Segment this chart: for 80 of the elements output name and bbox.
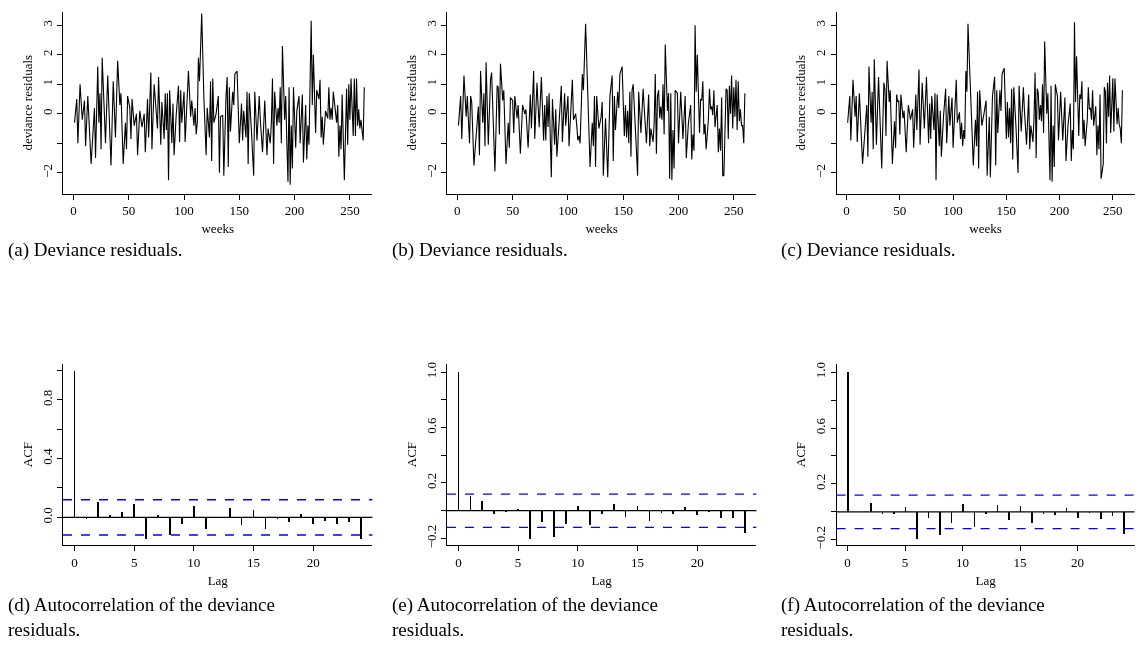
x-tick-label: 0 bbox=[454, 203, 461, 219]
y-axis-title: ACF bbox=[793, 441, 809, 468]
y-tick-label: 0.4 bbox=[39, 448, 55, 465]
x-tick-label: 200 bbox=[284, 203, 305, 219]
x-tick-label: 20 bbox=[690, 554, 704, 570]
x-tick-label: 20 bbox=[1071, 554, 1085, 570]
y-tick-label: 0.0 bbox=[39, 507, 55, 524]
x-tick-label: 15 bbox=[247, 554, 261, 570]
x-tick-label: 10 bbox=[187, 554, 201, 570]
x-tick-label: 10 bbox=[571, 554, 585, 570]
x-tick-label: 0 bbox=[844, 554, 851, 570]
y-tick-label: 3 bbox=[423, 20, 439, 27]
y-tick-label: 3 bbox=[39, 20, 55, 27]
text: (a) Deviance residuals. bbox=[8, 239, 183, 261]
x-tick-label: 250 bbox=[724, 203, 744, 219]
x-tick-label: 15 bbox=[630, 554, 644, 570]
y-tick-label: −0.2 bbox=[423, 524, 439, 549]
x-axis-title: weeks bbox=[201, 220, 234, 236]
x-tick-label: 0 bbox=[70, 203, 77, 219]
x-tick-label: 10 bbox=[956, 554, 970, 570]
y-axis-title: deviance residuals bbox=[793, 54, 809, 151]
x-tick-label: 150 bbox=[229, 203, 250, 219]
x-tick-label: 50 bbox=[893, 203, 907, 219]
x-tick-label: 100 bbox=[943, 203, 963, 219]
y-tick-label: 2 bbox=[423, 49, 439, 57]
y-tick-label: 0.8 bbox=[39, 389, 55, 406]
y-tick-label: 1 bbox=[39, 79, 55, 86]
x-tick-label: 250 bbox=[340, 203, 360, 219]
text: (c) Deviance residuals. bbox=[781, 239, 956, 261]
text: (e) Autocorrelation of the deviance residuals. bbox=[392, 594, 658, 640]
x-axis-title: weeks bbox=[585, 220, 618, 236]
x-axis-title: Lag bbox=[591, 572, 613, 588]
y-tick-label: 0.2 bbox=[423, 472, 439, 490]
x-tick-label: 50 bbox=[506, 203, 520, 219]
y-tick-label: 1.0 bbox=[813, 362, 829, 379]
x-axis-title: Lag bbox=[207, 572, 229, 588]
y-tick-label: 3 bbox=[813, 20, 829, 27]
y-tick-label: 1.0 bbox=[423, 362, 439, 379]
text: (f) Autocorrelation of the deviance residuals. bbox=[781, 594, 1045, 640]
x-axis-title: weeks bbox=[969, 220, 1002, 236]
y-axis-title: deviance residuals bbox=[403, 54, 419, 151]
x-tick-label: 0 bbox=[843, 203, 850, 219]
y-axis-title: ACF bbox=[19, 441, 35, 468]
x-tick-label: 200 bbox=[1049, 203, 1070, 219]
y-tick-label: 0.6 bbox=[813, 417, 829, 435]
x-tick-label: 150 bbox=[996, 203, 1017, 219]
line-series bbox=[457, 23, 746, 181]
y-tick-label: 0 bbox=[39, 108, 55, 116]
y-tick-label: 0.6 bbox=[423, 416, 439, 434]
y-tick-label: 0 bbox=[423, 108, 439, 116]
x-tick-label: 200 bbox=[668, 203, 689, 219]
x-tick-label: 5 bbox=[901, 554, 909, 570]
y-tick-label: 2 bbox=[39, 49, 55, 57]
x-tick-label: 5 bbox=[130, 554, 138, 570]
y-tick-label: 0.2 bbox=[813, 473, 829, 491]
line-series bbox=[847, 21, 1123, 183]
y-tick-label: −2 bbox=[39, 163, 55, 178]
y-tick-label: −0.2 bbox=[813, 525, 829, 550]
y-tick-label: 2 bbox=[813, 49, 829, 57]
x-tick-label: 250 bbox=[1103, 203, 1123, 219]
y-tick-label: 1 bbox=[423, 79, 439, 86]
text: (d) Autocorrelation of the deviance residuals. bbox=[8, 594, 275, 640]
x-tick-label: 0 bbox=[455, 554, 462, 570]
x-tick-label: 50 bbox=[122, 203, 136, 219]
y-axis-title: deviance residuals bbox=[19, 54, 35, 151]
x-tick-label: 150 bbox=[613, 203, 633, 219]
x-tick-label: 100 bbox=[558, 203, 578, 219]
y-tick-label: −2 bbox=[423, 163, 439, 178]
y-tick-label: 1 bbox=[813, 79, 829, 86]
x-tick-label: 5 bbox=[514, 554, 522, 570]
x-tick-label: 100 bbox=[174, 203, 194, 219]
y-tick-label: 0 bbox=[813, 108, 829, 116]
y-axis-title: ACF bbox=[403, 441, 419, 468]
y-tick-label: −2 bbox=[813, 163, 829, 178]
text: (b) Deviance residuals. bbox=[392, 239, 568, 261]
x-axis-title: Lag bbox=[975, 572, 997, 588]
line-series bbox=[73, 12, 365, 186]
x-tick-label: 20 bbox=[306, 554, 320, 570]
x-tick-label: 15 bbox=[1013, 554, 1027, 570]
x-tick-label: 0 bbox=[71, 554, 78, 570]
